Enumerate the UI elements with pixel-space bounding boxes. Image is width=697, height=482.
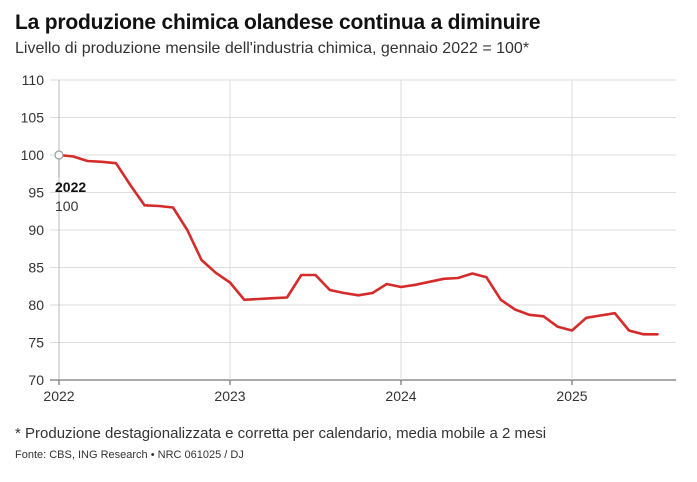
y-tick-label: 100 bbox=[21, 147, 45, 163]
y-tick-label: 90 bbox=[28, 222, 44, 238]
source-credit: Fonte: CBS, ING Research • NRC 061025 / … bbox=[15, 449, 244, 461]
y-tick-label: 110 bbox=[22, 72, 45, 88]
series-group bbox=[57, 153, 659, 336]
x-tick-label: 2023 bbox=[214, 388, 245, 404]
x-axis-ticks: 2022 2023 2024 2025 bbox=[43, 380, 588, 404]
y-tick-label: 105 bbox=[21, 110, 45, 126]
gridlines bbox=[50, 79, 676, 381]
annotation-year: 2022 bbox=[55, 179, 86, 195]
y-tick-label: 75 bbox=[28, 335, 44, 351]
annotation-marker bbox=[54, 150, 64, 160]
y-axis-ticks: 70 75 80 85 90 95 100 105 110 bbox=[21, 72, 45, 388]
x-tick-label: 2024 bbox=[385, 388, 416, 404]
annotation-value: 100 bbox=[55, 198, 79, 214]
y-tick-label: 95 bbox=[28, 185, 44, 201]
footnote: * Produzione destagionalizzata e corrett… bbox=[15, 425, 547, 442]
y-tick-label: 85 bbox=[28, 260, 44, 276]
y-tick-label: 70 bbox=[28, 372, 44, 388]
chart-title: La produzione chimica olandese continua … bbox=[15, 11, 541, 34]
y-tick-label: 80 bbox=[28, 297, 44, 313]
line-chart: 70 75 80 85 90 95 100 105 110 2022 2023 2024 2025 2… bbox=[21, 72, 676, 404]
x-tick-label: 2022 bbox=[43, 388, 74, 404]
series-line bbox=[57, 153, 659, 336]
annotation-group: 2022 100 bbox=[54, 150, 86, 214]
x-tick-label: 2025 bbox=[556, 388, 587, 404]
chart-subtitle: Livello di produzione mensile dell'indus… bbox=[15, 40, 530, 57]
